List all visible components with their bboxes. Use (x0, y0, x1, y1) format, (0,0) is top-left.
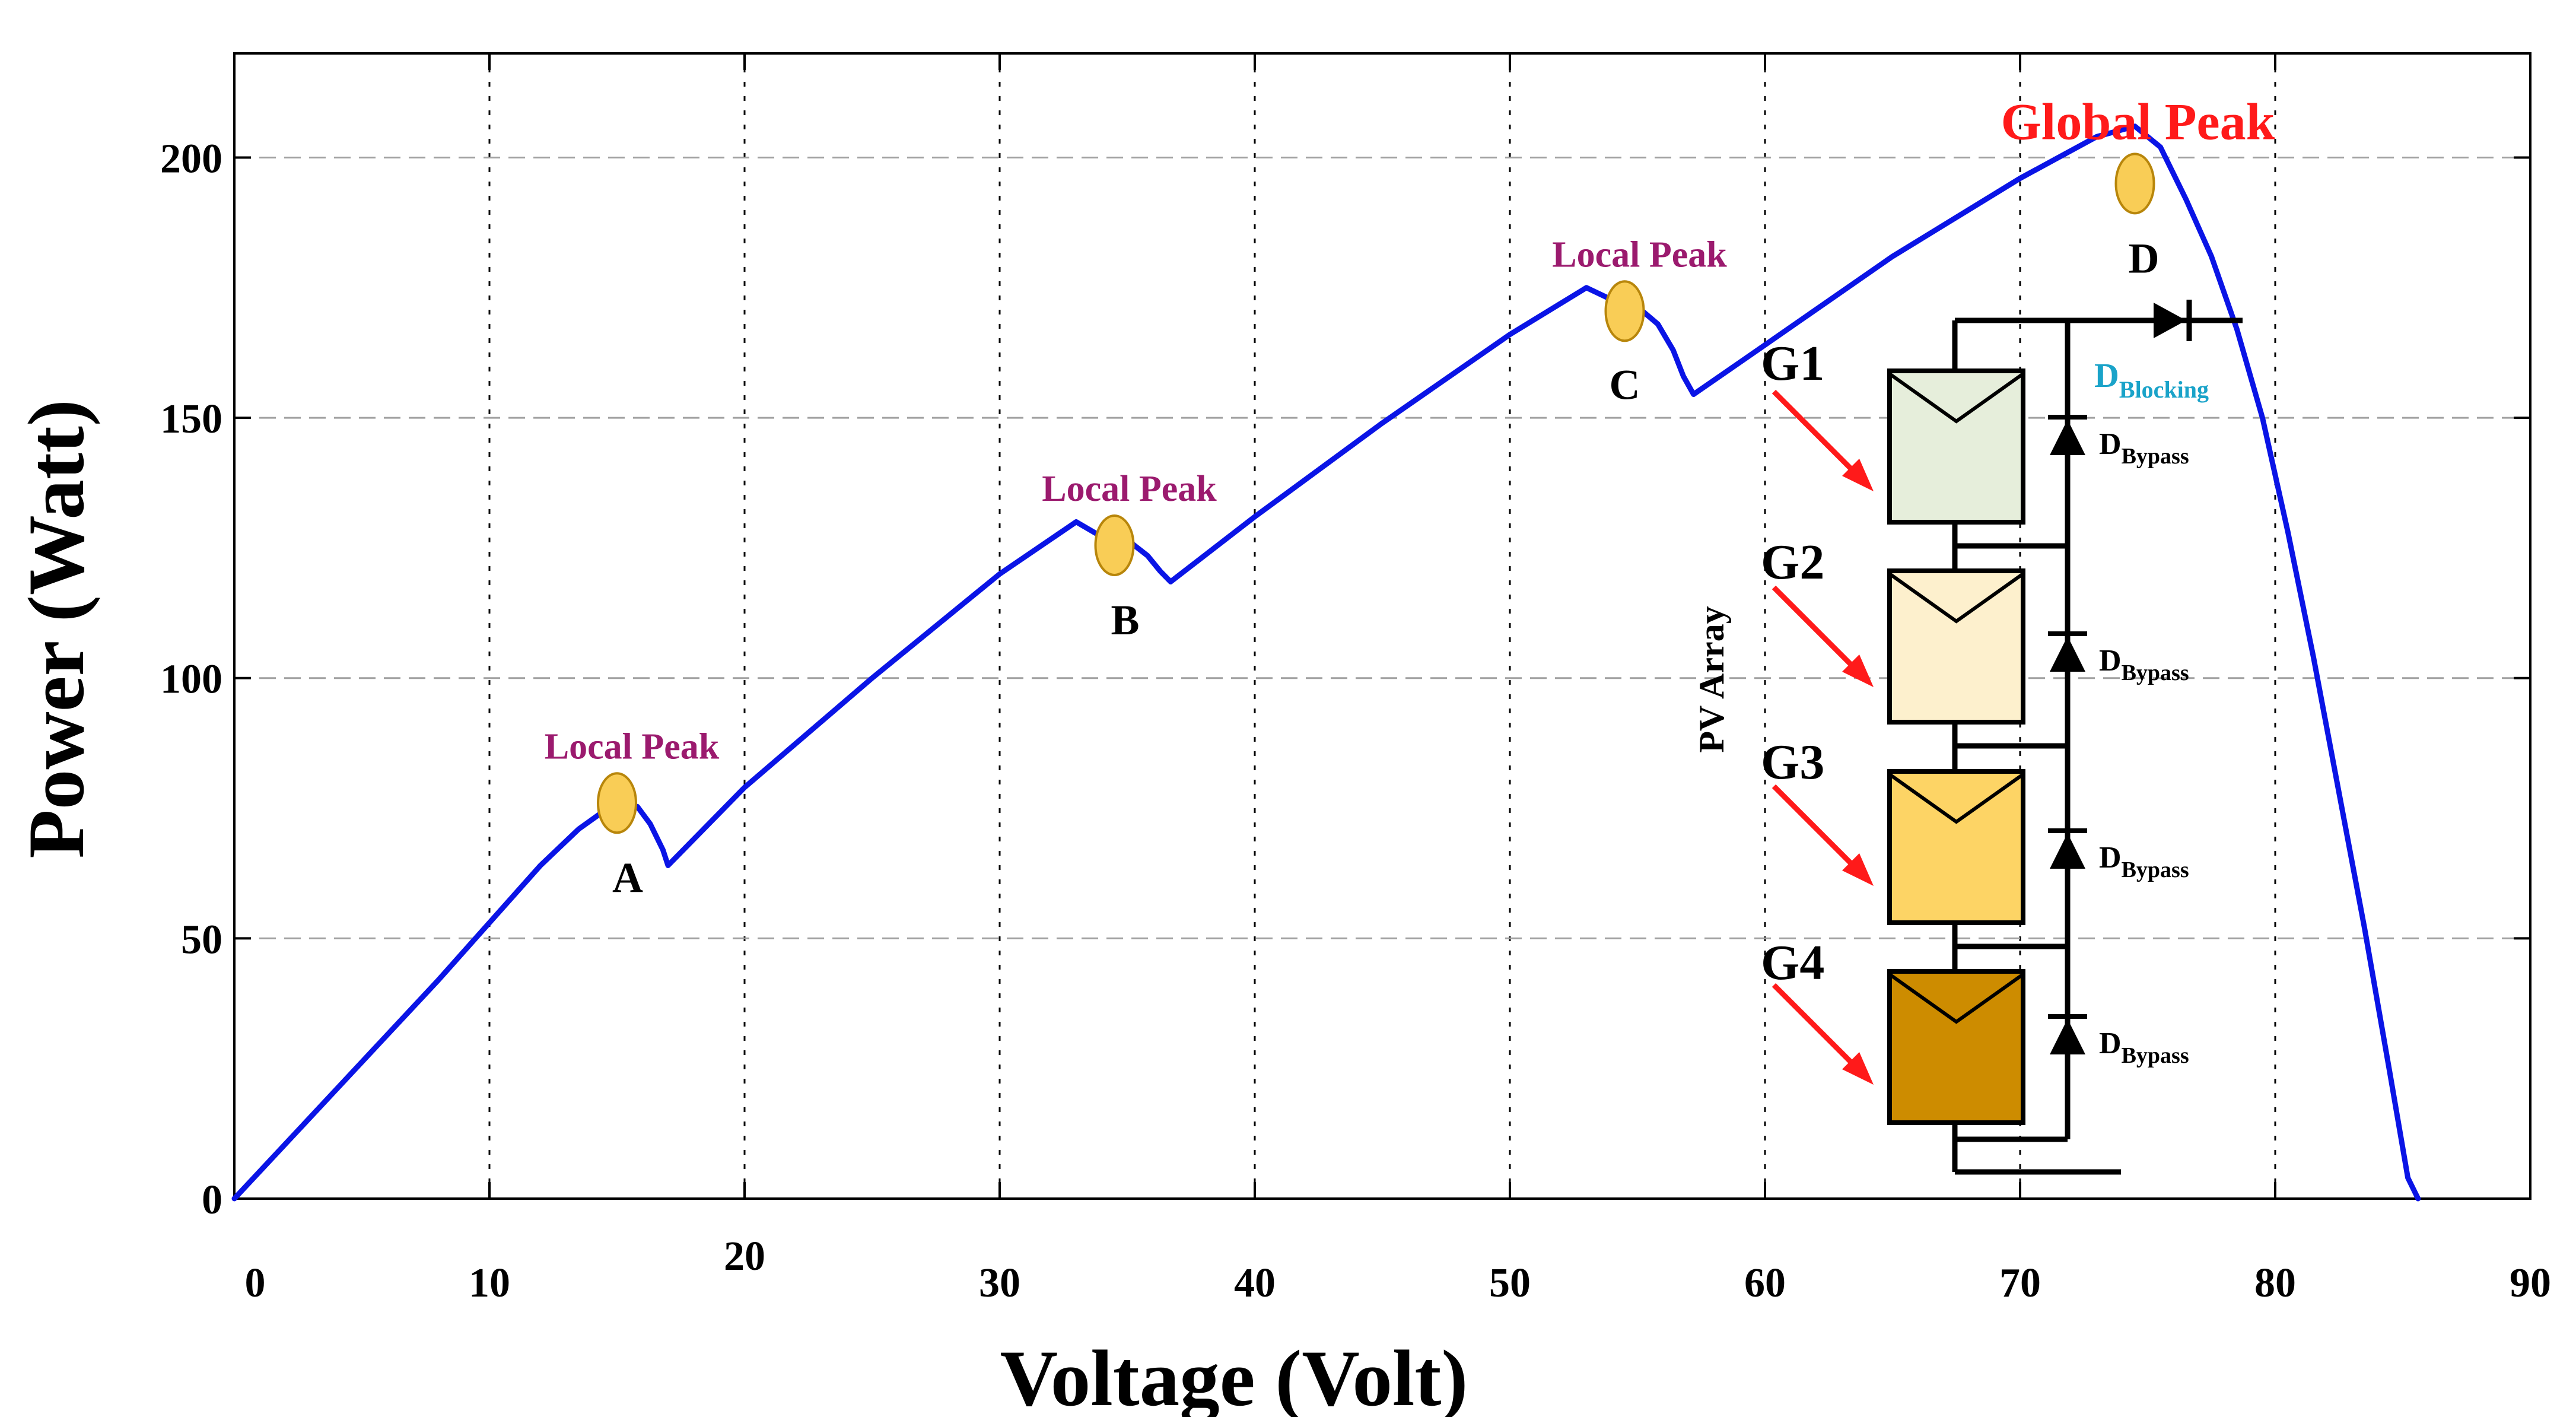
pv-panel-3 (1887, 769, 2025, 925)
irradiance-arrow-head (1842, 655, 1874, 687)
plot-frame (233, 52, 2532, 1200)
blocking-main: D (2094, 356, 2119, 395)
bypass-diode-icon (2050, 833, 2085, 869)
x-axis-title: Voltage (Volt) (1000, 1335, 1468, 1417)
pv-panel-1 (1887, 368, 2025, 525)
x-tick-label: 0 (245, 1260, 266, 1306)
pv-array-circuit: DBypass DBypass DBypass DBypass G1 G2 G3 G4 DB… (1692, 300, 2243, 1175)
y-tick-label: 200 (160, 136, 222, 182)
global-peak-label: Global Peak (2001, 93, 2275, 151)
irradiance-arrows: G1 G2 G3 G4 (1761, 336, 1874, 1085)
local-peak-label-c: Local Peak (1552, 234, 1727, 275)
y-tick-label: 150 (160, 396, 222, 442)
x-tick-label: 30 (979, 1260, 1020, 1306)
pv-panel-chevron (1888, 973, 2024, 1024)
point-label-b: B (1111, 596, 1139, 644)
pv-panel-chevron (1888, 372, 2024, 424)
peak-marker-c (1604, 280, 1645, 342)
x-tick-label: 50 (1489, 1260, 1531, 1306)
pv-panel-2 (1887, 568, 2025, 725)
point-label-c: C (1610, 361, 1640, 408)
point-label-d: D (2129, 234, 2160, 282)
irradiance-arrow-line (1772, 389, 1865, 483)
irradiance-arrow-head (1842, 1052, 1874, 1085)
local-peak-label-a: Local Peak (545, 726, 720, 767)
bypass-diode-label: DBypass (2099, 841, 2189, 882)
bypass-diode-label: DBypass (2099, 644, 2189, 685)
x-tick-label: 70 (1999, 1260, 2041, 1306)
local-peak-label-b: Local Peak (1042, 469, 1217, 509)
x-tick-label: 40 (1234, 1260, 1276, 1306)
bypass-diodes: DBypass DBypass DBypass DBypass (2048, 415, 2189, 1068)
irradiance-arrow-head (1842, 853, 1874, 886)
pv-array-label: PV Array (1692, 606, 1731, 752)
blocking-diode-label: DBlocking (2094, 356, 2209, 403)
peak-marker-a (597, 772, 637, 834)
x-tick-label: 90 (2510, 1260, 2551, 1306)
group-label-3: G3 (1761, 735, 1824, 790)
group-label-4: G4 (1761, 935, 1824, 990)
peak-marker-d (2114, 152, 2155, 215)
pv-panel-chevron (1888, 572, 2024, 624)
irradiance-arrow-head (1842, 459, 1874, 491)
irradiance-arrow-line (1772, 983, 1865, 1076)
y-tick-label: 0 (202, 1177, 222, 1223)
peak-marker-b (1094, 514, 1135, 577)
bypass-diode-icon (2050, 420, 2085, 455)
group-label-2: G2 (1761, 535, 1824, 590)
bypass-diode-icon (2050, 1019, 2085, 1054)
y-tick-label: 50 (181, 917, 222, 962)
y-axis-title: Power (Watt) (12, 399, 101, 858)
group-label-1: G1 (1761, 336, 1824, 391)
ticks: 0 10 20 30 40 50 60 70 80 90 0 50 100 150 200 (160, 53, 2551, 1306)
panels (1887, 368, 2068, 1125)
bypass-diode-label: DBypass (2099, 427, 2189, 469)
pv-panel-chevron (1888, 773, 2024, 824)
point-label-a: A (612, 854, 643, 901)
peak-markers: A Local Peak B Local Peak C Local Peak D Global… (545, 93, 2275, 901)
x-tick-label: 60 (1744, 1260, 1786, 1306)
pv-panel-4 (1887, 969, 2025, 1125)
bypass-diode-icon (2050, 636, 2085, 672)
irradiance-arrow-line (1772, 784, 1865, 878)
x-tick-label: 10 (469, 1260, 510, 1306)
x-tick-label: 80 (2254, 1260, 2296, 1306)
x-tick-label: 20 (724, 1234, 765, 1279)
y-tick-label: 100 (160, 657, 222, 703)
blocking-diode-icon (2154, 303, 2186, 338)
blocking-sub: Blocking (2119, 376, 2209, 403)
irradiance-arrow-line (1772, 585, 1865, 679)
bypass-diode-label: DBypass (2099, 1027, 2189, 1068)
plot-area (234, 53, 2530, 1199)
